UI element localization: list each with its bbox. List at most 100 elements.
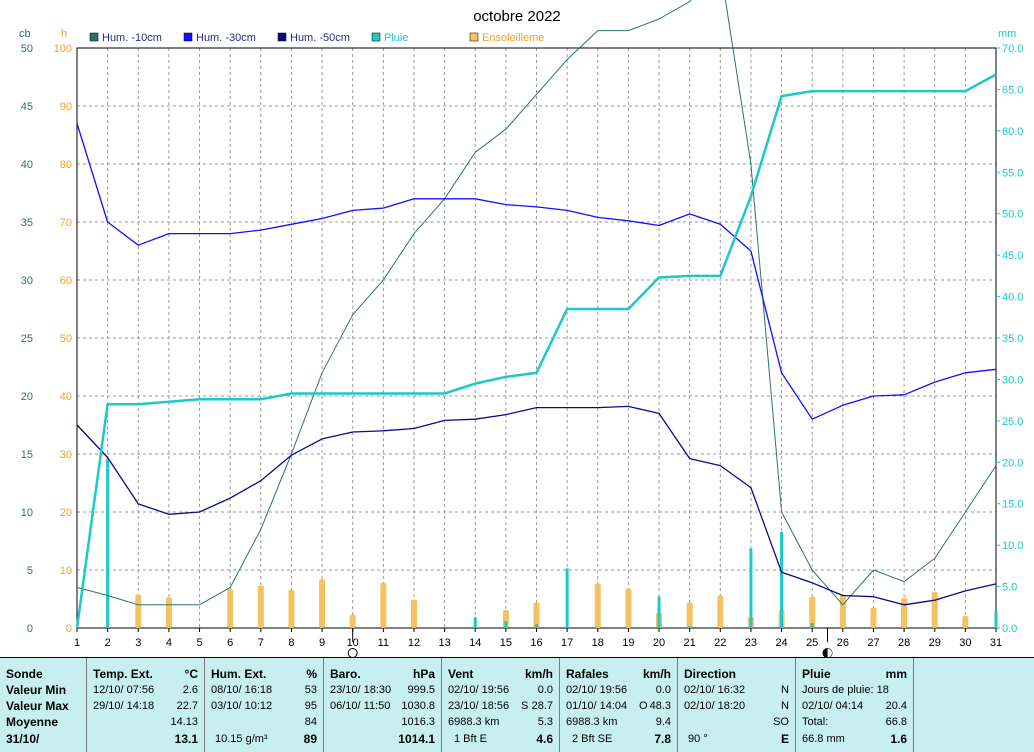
x-tick-label: 24	[775, 637, 787, 649]
y-tick-label-mm: 5.0	[1002, 582, 1017, 594]
sunshine-bar	[686, 602, 693, 628]
pluie-unit: mm	[885, 667, 907, 681]
temp-now: 13.1	[174, 732, 198, 746]
x-tick-label: 29	[929, 637, 941, 649]
baro-avg: 1016.3	[401, 716, 435, 728]
sunshine-bar	[380, 582, 387, 628]
sunshine-bar	[901, 597, 908, 628]
vent-min: 0.0	[537, 684, 553, 696]
sunshine-bar	[165, 597, 172, 628]
sunshine-bar	[962, 615, 969, 628]
baro-header: Baro.	[330, 667, 361, 681]
baro-max-time: 06/10/ 11:50	[330, 700, 391, 712]
sunshine-bar	[227, 589, 234, 628]
legend-swatch	[89, 32, 99, 42]
temp-avg: 14.13	[170, 716, 198, 728]
y-tick-label-mm: 70.0	[1002, 43, 1023, 55]
y-tick-label-cb: 0	[27, 623, 33, 635]
pluie-header: Pluie	[802, 667, 831, 681]
baro-column: Baro. hPa 23/10/ 18:30 999.5 06/10/ 11:50 1…	[324, 658, 442, 752]
hum-min-time: 08/10/ 16:18	[211, 684, 273, 696]
row-label-min: Valeur Min	[6, 683, 67, 697]
hum-min: 53	[304, 684, 317, 696]
x-tick-label: 2	[105, 637, 111, 649]
legend-swatch	[277, 32, 287, 42]
rafales-max-time: 01/10/ 14:04	[566, 700, 628, 712]
rain-daily-bar	[473, 617, 477, 628]
sunshine-bar	[288, 589, 295, 628]
vent-bft: 1 Bft E	[454, 733, 488, 745]
y-tick-label-h: 100	[54, 43, 72, 55]
rain-daily-bar	[657, 596, 661, 628]
y-tick-label-cb: 10	[21, 507, 33, 519]
y-tick-label-h: 20	[60, 507, 72, 519]
series-line-pluie-cumul	[75, 73, 997, 629]
pluie-days: Jours de pluie: 18	[802, 684, 889, 696]
y-tick-label-h: 30	[60, 449, 72, 461]
x-tick-label: 3	[135, 637, 141, 649]
rain-daily-bar	[504, 621, 508, 628]
direction-now: E	[780, 732, 789, 746]
y-tick-label-mm: 35.0	[1002, 333, 1023, 345]
baro-min-time: 23/10/ 18:30	[330, 684, 392, 696]
row-label-sonde: Sonde	[6, 667, 43, 681]
vent-now: 4.6	[536, 732, 553, 746]
direction-header: Direction	[684, 667, 737, 681]
sunshine-bar	[533, 602, 540, 628]
hum-column: Hum. Ext.% 08/10/ 16:18 53 03/10/ 10:12 95…	[205, 658, 324, 752]
row-labels-column: Sonde Valeur Min Valeur Max Moyenne 31/1…	[0, 658, 87, 752]
y-tick-label-cb: 5	[27, 565, 33, 577]
pluie-now: 1.6	[890, 732, 907, 746]
vent-header: Vent	[448, 667, 474, 681]
x-tick-label: 22	[714, 637, 726, 649]
sunshine-bar	[257, 585, 264, 628]
x-tick-label: 23	[745, 637, 757, 649]
y-tick-label-mm: 30.0	[1002, 374, 1023, 386]
vent-min-time: 02/10/ 19:56	[448, 684, 510, 696]
chart: octobre 2022 cb h mm Hum. -10cm Hum. -30c…	[19, 0, 1023, 657]
y-tick-label-cb: 20	[21, 391, 33, 403]
temp-min: 2.6	[182, 684, 198, 696]
y-tick-label-mm: 15.0	[1002, 499, 1023, 511]
rain-daily-bar	[749, 548, 753, 628]
pluie-column: Pluie mm Jours de pluie: 18 02/10/ 04:14 2…	[796, 658, 914, 752]
x-tick-label: 20	[653, 637, 665, 649]
sunshine-bar	[625, 588, 632, 628]
sunshine-bar	[870, 607, 877, 628]
y-tick-label-mm: 55.0	[1002, 167, 1023, 179]
vent-unit: km/h	[524, 667, 553, 681]
x-tick-label: 21	[684, 637, 696, 649]
y-tick-label-h: 10	[60, 565, 72, 577]
stats-panel: Sonde Valeur Min Valeur Max Moyenne 31/1…	[0, 657, 1034, 752]
legend-label: Ensoleilleme	[482, 32, 544, 44]
rain-daily-bar	[810, 623, 814, 628]
x-tick-label: 15	[500, 637, 512, 649]
x-tick-label: 18	[592, 637, 604, 649]
y-tick-label-mm: 20.0	[1002, 457, 1023, 469]
legend-label: Hum. -50cm	[290, 32, 350, 44]
rafales-unit: km/h	[642, 667, 671, 681]
x-tick-label: 30	[959, 637, 971, 649]
sunshine-bar	[931, 592, 938, 628]
sunshine-bar	[410, 599, 417, 628]
y-tick-label-cb: 45	[21, 101, 33, 113]
direction-max: N	[781, 700, 789, 712]
row-label-avg: Moyenne	[6, 715, 59, 729]
direction-avg: SO	[773, 716, 789, 728]
baro-now: 1014.1	[398, 732, 435, 746]
pluie-max-time: 02/10/ 04:14	[802, 700, 864, 712]
sunshine-bar	[319, 579, 326, 628]
y-tick-label-cb: 30	[21, 275, 33, 287]
rafales-min-time: 02/10/ 19:56	[566, 684, 628, 696]
row-label-date: 31/10/	[6, 732, 40, 746]
vent-column: Vent km/h 02/10/ 19:56 0.0 23/10/ 18:56 S 28…	[442, 658, 560, 752]
x-tick-label: 4	[166, 637, 172, 649]
x-tick-label: 6	[227, 637, 233, 649]
x-tick-label: 12	[408, 637, 420, 649]
vent-avg: 5.3	[537, 716, 553, 728]
rafales-column: Rafales km/h 02/10/ 19:56 0.0 01/10/ 14:04…	[560, 658, 678, 752]
vent-dist: 6988.3 km	[448, 716, 500, 728]
x-tick-label: 27	[867, 637, 879, 649]
temp-column: Temp. Ext. °C 12/10/ 07:56 2.6 29/10/ 14:1…	[87, 658, 205, 752]
rafales-dist: 6988.3 km	[566, 716, 618, 728]
